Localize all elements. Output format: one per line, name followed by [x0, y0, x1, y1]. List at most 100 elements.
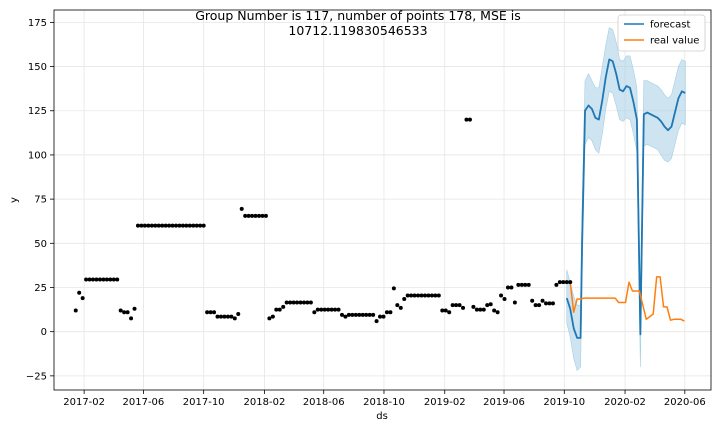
x-tick-label: 2019-02 [424, 397, 466, 408]
history-point [160, 223, 165, 228]
history-point [350, 312, 355, 317]
history-point [422, 293, 427, 298]
history-point [205, 310, 210, 315]
history-point [229, 314, 234, 319]
history-point [343, 314, 348, 319]
history-point [568, 280, 573, 285]
history-point [464, 117, 469, 122]
history-point [360, 312, 365, 317]
history-point [391, 286, 396, 291]
history-point [218, 314, 223, 319]
legend: forecast real value [617, 14, 706, 52]
y-tick-label: 50 [34, 239, 47, 250]
history-point [339, 312, 344, 317]
history-point [388, 310, 393, 315]
y-tick-label: 0 [41, 327, 47, 338]
x-tick-label: 2019-10 [543, 397, 585, 408]
history-point [333, 307, 338, 312]
history-point [305, 300, 310, 305]
history-points [73, 117, 573, 324]
history-point [398, 305, 403, 310]
y-tick-label: 75 [34, 195, 47, 206]
history-point [174, 223, 179, 228]
history-point [167, 223, 172, 228]
x-axis-label: ds [376, 411, 388, 422]
x-tick-label: 2020-02 [604, 397, 646, 408]
history-point [419, 293, 424, 298]
history-point [250, 213, 255, 218]
history-point [433, 293, 438, 298]
y-tick-label: 175 [28, 18, 47, 29]
y-tick-label: 150 [28, 62, 47, 73]
history-point [454, 303, 459, 308]
history-point [371, 312, 376, 317]
history-point [516, 282, 521, 287]
history-point [277, 307, 282, 312]
history-point [512, 300, 517, 305]
history-point [329, 307, 334, 312]
y-tick-label: 100 [28, 150, 47, 161]
chart-title-line-2: 10712.119830546533 [288, 23, 427, 38]
history-point [436, 293, 441, 298]
history-point [180, 223, 185, 228]
history-point [146, 223, 151, 228]
history-point [336, 307, 341, 312]
x-tick-label: 2017-06 [123, 397, 165, 408]
history-point [298, 300, 303, 305]
history-point [243, 213, 248, 218]
x-tick-label: 2017-10 [183, 397, 225, 408]
history-point [461, 305, 466, 310]
legend-forecast-label: forecast [650, 20, 691, 31]
history-point [232, 316, 237, 321]
x-tick-label: 2020-06 [664, 397, 706, 408]
history-point [326, 307, 331, 312]
history-point [550, 301, 555, 306]
history-point [246, 213, 251, 218]
history-point [125, 310, 130, 315]
history-point [170, 223, 175, 228]
history-point [301, 300, 306, 305]
history-point [163, 223, 168, 228]
history-point [523, 282, 528, 287]
history-point [104, 277, 109, 282]
history-point [153, 223, 158, 228]
history-point [239, 206, 244, 211]
history-point [142, 223, 147, 228]
y-tick-label: −25 [26, 371, 47, 382]
history-point [346, 312, 351, 317]
history-point [263, 213, 268, 218]
history-point [73, 308, 78, 313]
history-point [505, 285, 510, 290]
history-point [236, 312, 241, 316]
history-point [208, 310, 213, 315]
history-point [295, 300, 300, 305]
x-tick-label: 2017-02 [63, 397, 105, 408]
forecast-line [565, 58, 686, 339]
history-point [122, 310, 127, 315]
history-point [270, 314, 275, 319]
history-point [367, 312, 372, 317]
history-point [544, 301, 549, 306]
plot-frame [53, 9, 712, 391]
history-point [481, 307, 486, 312]
history-point [281, 304, 286, 309]
history-point [77, 290, 82, 295]
history-point [540, 298, 545, 303]
history-point [547, 301, 552, 306]
history-point [554, 282, 559, 287]
history-point [149, 223, 154, 228]
history-point [467, 117, 472, 122]
history-point [533, 303, 538, 308]
history-point [97, 277, 102, 282]
history-point [198, 223, 203, 228]
history-point [108, 277, 113, 282]
history-point [191, 223, 196, 228]
history-point [253, 213, 258, 218]
history-point [91, 277, 96, 282]
history-point [94, 277, 99, 282]
history-point [499, 293, 504, 298]
history-point [322, 307, 327, 312]
history-point [288, 300, 293, 305]
history-point [409, 293, 414, 298]
history-point [492, 308, 497, 313]
